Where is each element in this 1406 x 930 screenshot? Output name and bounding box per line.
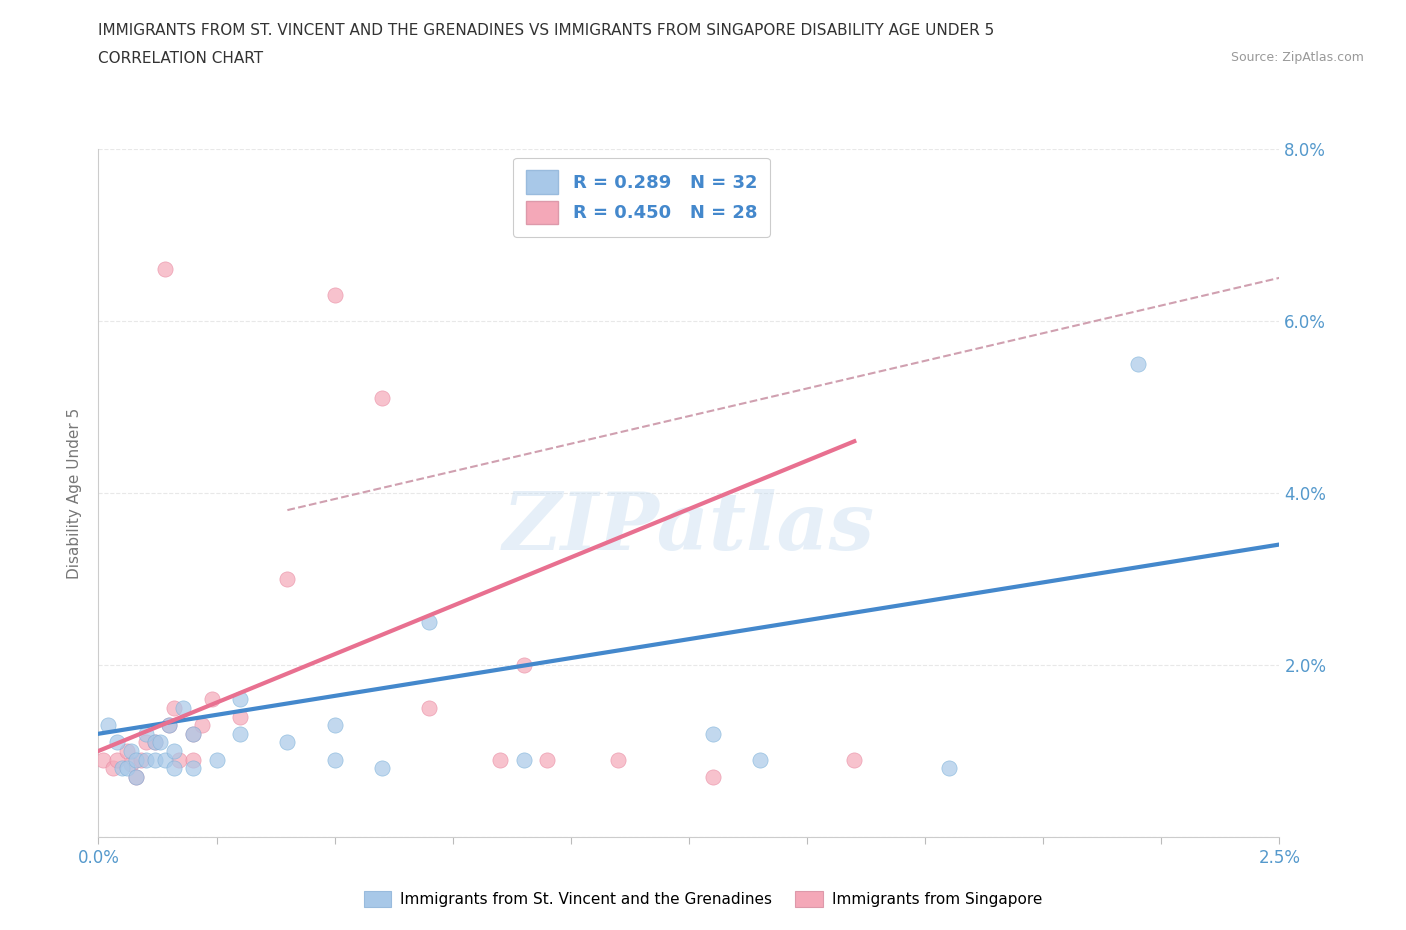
Point <box>153 752 176 767</box>
Point <box>229 710 252 724</box>
Point <box>97 718 120 733</box>
Point <box>172 700 194 715</box>
Point <box>115 761 138 776</box>
Point <box>157 718 180 733</box>
Y-axis label: Disability Age Under 5: Disability Age Under 5 <box>67 407 83 578</box>
Text: Source: ZipAtlas.com: Source: ZipAtlas.com <box>1230 51 1364 64</box>
Point <box>201 692 224 707</box>
Point <box>163 761 186 776</box>
Point <box>143 752 166 767</box>
Point <box>101 761 124 776</box>
Point <box>489 752 512 767</box>
Point <box>702 726 724 741</box>
Point <box>205 752 228 767</box>
Text: IMMIGRANTS FROM ST. VINCENT AND THE GRENADINES VS IMMIGRANTS FROM SINGAPORE DISA: IMMIGRANTS FROM ST. VINCENT AND THE GREN… <box>98 23 994 38</box>
Point <box>418 615 440 630</box>
Point <box>702 769 724 784</box>
Text: ZIPatlas: ZIPatlas <box>503 488 875 566</box>
Point <box>163 744 186 759</box>
Point <box>111 761 134 776</box>
Point <box>163 700 186 715</box>
Point <box>512 752 534 767</box>
Point <box>125 769 148 784</box>
Point <box>607 752 630 767</box>
Point <box>512 658 534 672</box>
Point <box>143 735 166 750</box>
Legend: Immigrants from St. Vincent and the Grenadines, Immigrants from Singapore: Immigrants from St. Vincent and the Gren… <box>357 884 1049 913</box>
Point <box>181 726 204 741</box>
Point <box>191 718 214 733</box>
Point <box>276 571 298 587</box>
Point <box>149 735 172 750</box>
Point <box>276 735 298 750</box>
Point <box>121 744 143 759</box>
Point <box>157 718 180 733</box>
Point <box>748 752 770 767</box>
Point <box>536 752 558 767</box>
Point <box>91 752 114 767</box>
Point <box>938 761 960 776</box>
Point <box>1126 356 1149 371</box>
Point <box>125 752 148 767</box>
Legend: R = 0.289   N = 32, R = 0.450   N = 28: R = 0.289 N = 32, R = 0.450 N = 28 <box>513 158 770 237</box>
Point <box>181 752 204 767</box>
Text: CORRELATION CHART: CORRELATION CHART <box>98 51 263 66</box>
Point <box>115 744 138 759</box>
Point <box>323 718 346 733</box>
Point <box>371 761 394 776</box>
Point <box>135 726 157 741</box>
Point <box>844 752 866 767</box>
Point <box>229 726 252 741</box>
Point <box>181 761 204 776</box>
Point <box>371 391 394 405</box>
Point <box>135 752 157 767</box>
Point <box>105 752 128 767</box>
Point <box>135 735 157 750</box>
Point <box>323 287 346 302</box>
Point <box>418 700 440 715</box>
Point <box>323 752 346 767</box>
Point <box>167 752 190 767</box>
Point <box>181 726 204 741</box>
Point <box>121 756 143 771</box>
Point <box>229 692 252 707</box>
Point <box>129 752 152 767</box>
Point <box>125 769 148 784</box>
Point <box>153 262 176 277</box>
Point <box>105 735 128 750</box>
Point <box>143 735 166 750</box>
